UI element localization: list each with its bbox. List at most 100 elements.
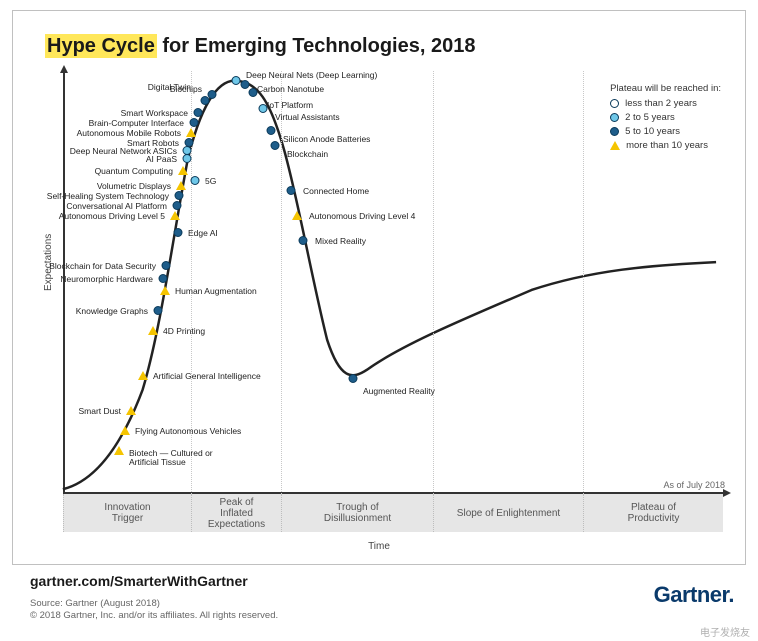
legend-label: 5 to 10 years (625, 126, 680, 137)
point-label: Biotech — Cultured orArtificial Tissue (129, 449, 213, 468)
point-label: Smart Robots (127, 139, 179, 148)
data-point (287, 182, 296, 200)
data-point (148, 322, 158, 340)
point-marker (232, 76, 241, 85)
point-marker (287, 186, 296, 195)
point-label: Edge AI (188, 229, 218, 238)
data-point (138, 367, 148, 385)
data-point (201, 92, 210, 110)
point-label: 5G (205, 177, 216, 186)
legend-label: 2 to 5 years (625, 112, 675, 123)
phase-band: Plateau ofProductivity (583, 494, 723, 532)
point-label: Autonomous Driving Level 4 (309, 212, 415, 221)
point-label: Connected Home (303, 187, 369, 196)
watermark: 电子发烧友 (700, 624, 750, 639)
point-label: IoT Platform (267, 101, 313, 110)
point-label: Knowledge Graphs (76, 307, 148, 316)
point-label: Virtual Assistants (275, 113, 340, 122)
legend-label: more than 10 years (626, 140, 708, 151)
data-point (191, 172, 200, 190)
legend-row: less than 2 years (610, 98, 721, 109)
legend-marker (610, 99, 619, 108)
point-label: Autonomous Mobile Robots (77, 129, 181, 138)
point-marker (191, 176, 200, 185)
point-label: Silicon Anode Batteries (283, 135, 370, 144)
point-label: Self-Healing System Technology (47, 192, 169, 201)
legend-title: Plateau will be reached in: (610, 83, 721, 94)
point-marker (148, 326, 158, 335)
footer-source: Source: Gartner (August 2018) © 2018 Gar… (30, 598, 278, 623)
point-marker (249, 88, 258, 97)
point-marker (154, 306, 163, 315)
data-point (154, 302, 163, 320)
point-marker (159, 274, 168, 283)
point-label: Artificial General Intelligence (153, 372, 261, 381)
data-point (126, 402, 136, 420)
footer-url: gartner.com/SmarterWithGartner (30, 573, 248, 589)
point-label: Mixed Reality (315, 237, 366, 246)
point-label: Augmented Reality (363, 387, 435, 396)
point-label: Volumetric Displays (97, 182, 171, 191)
chart-frame: Hype Cycle for Emerging Technologies, 20… (12, 10, 746, 565)
point-label: Conversational AI Platform (66, 202, 167, 211)
point-label: Smart Workspace (121, 109, 188, 118)
point-marker (138, 371, 148, 380)
point-label: Flying Autonomous Vehicles (135, 427, 241, 436)
point-marker (174, 228, 183, 237)
point-label: Blockchain for Data Security (49, 262, 156, 271)
point-marker (349, 374, 358, 383)
data-point (259, 100, 268, 118)
legend-row: 2 to 5 years (610, 112, 721, 123)
point-marker (114, 446, 124, 455)
phase-separator (433, 71, 434, 494)
as-of-text: As of July 2018 (663, 480, 725, 490)
legend-marker (610, 113, 619, 122)
point-label: Human Augmentation (175, 287, 257, 296)
point-label: Deep Neural Nets (Deep Learning) (246, 71, 377, 80)
point-label: Blockchain (287, 150, 328, 159)
data-point (174, 224, 183, 242)
point-marker (292, 211, 302, 220)
legend-row: 5 to 10 years (610, 126, 721, 137)
point-marker (162, 261, 171, 270)
point-marker (126, 406, 136, 415)
legend-marker (610, 141, 620, 150)
phase-band: Peak ofInflatedExpectations (191, 494, 281, 532)
phase-separator (583, 71, 584, 494)
point-label: 4D Printing (163, 327, 205, 336)
point-label: Quantum Computing (95, 167, 173, 176)
point-label: Smart Dust (78, 407, 121, 416)
legend-row: more than 10 years (610, 140, 721, 151)
phase-band: Trough ofDisillusionment (281, 494, 433, 532)
point-marker (259, 104, 268, 113)
point-label: Neuromorphic Hardware (60, 275, 153, 284)
data-point (114, 442, 124, 460)
phase-separator (281, 71, 282, 494)
data-point (249, 84, 258, 102)
data-point (232, 72, 241, 90)
point-marker (120, 426, 130, 435)
point-label: Autonomous Driving Level 5 (59, 212, 165, 221)
point-label: Brain-Computer Interface (89, 119, 184, 128)
point-marker (201, 96, 210, 105)
point-marker (271, 141, 280, 150)
copyright-line: © 2018 Gartner, Inc. and/or its affiliat… (30, 610, 278, 622)
data-point (299, 232, 308, 250)
point-marker (267, 126, 276, 135)
phase-band: InnovationTrigger (63, 494, 191, 532)
point-label: AI PaaS (146, 155, 177, 164)
phase-band: Slope of Enlightenment (433, 494, 583, 532)
data-point (271, 137, 280, 155)
data-point (349, 370, 358, 388)
point-marker (299, 236, 308, 245)
gartner-logo: Gartner. (654, 582, 734, 608)
point-marker (176, 181, 186, 190)
data-point (292, 207, 302, 225)
point-label: Carbon Nanotube (257, 85, 324, 94)
point-label: Deep Neural Network ASICs (70, 147, 177, 156)
data-point (162, 257, 171, 275)
source-line: Source: Gartner (August 2018) (30, 598, 278, 610)
legend: Plateau will be reached in: less than 2 … (610, 83, 721, 154)
point-label: Digital Twin (148, 83, 191, 92)
data-point (120, 422, 130, 440)
